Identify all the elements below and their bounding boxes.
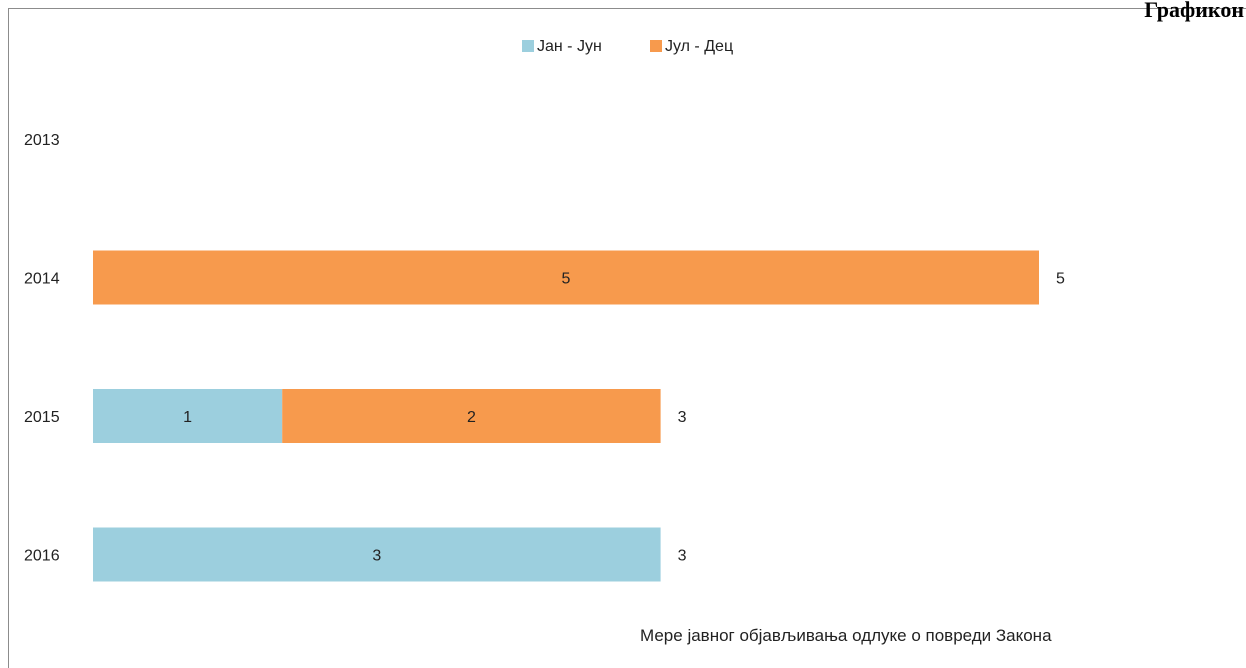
page-heading: Графикон xyxy=(1144,0,1244,22)
bar-value-labels: 5 1 2 3 xyxy=(183,271,570,565)
bar-value-label: 5 xyxy=(562,271,571,288)
footer-caption: Мере јавног објављивања одлуке о повреди… xyxy=(640,626,1052,645)
legend-label: Јул - Дец xyxy=(665,38,733,55)
total-label: 3 xyxy=(678,409,687,426)
category-label: 2014 xyxy=(24,271,60,288)
total-label: 5 xyxy=(1056,271,1065,288)
chart-legend: Јан - Јун Јул - Дец xyxy=(522,38,733,55)
bar-segment xyxy=(282,389,661,443)
bar-value-label: 1 xyxy=(183,409,192,426)
category-label: 2015 xyxy=(24,409,60,426)
total-label: 3 xyxy=(678,548,687,565)
bar-segment xyxy=(93,250,1039,305)
bar-value-label: 3 xyxy=(372,548,381,565)
legend-swatch xyxy=(650,40,662,52)
y-axis-labels: 2013 2014 2015 2016 xyxy=(24,132,60,565)
total-labels: 5 3 3 xyxy=(678,271,1065,565)
bar-segment xyxy=(93,389,283,443)
legend-swatch xyxy=(522,40,534,52)
bar-value-label: 2 xyxy=(467,409,476,426)
category-label: 2016 xyxy=(24,548,60,565)
bar-segment xyxy=(93,527,661,582)
category-label: 2013 xyxy=(24,132,60,149)
chart-frame: Графикон xyxy=(8,0,1246,668)
legend-label: Јан - Јун xyxy=(537,38,602,55)
bars xyxy=(93,250,1039,582)
